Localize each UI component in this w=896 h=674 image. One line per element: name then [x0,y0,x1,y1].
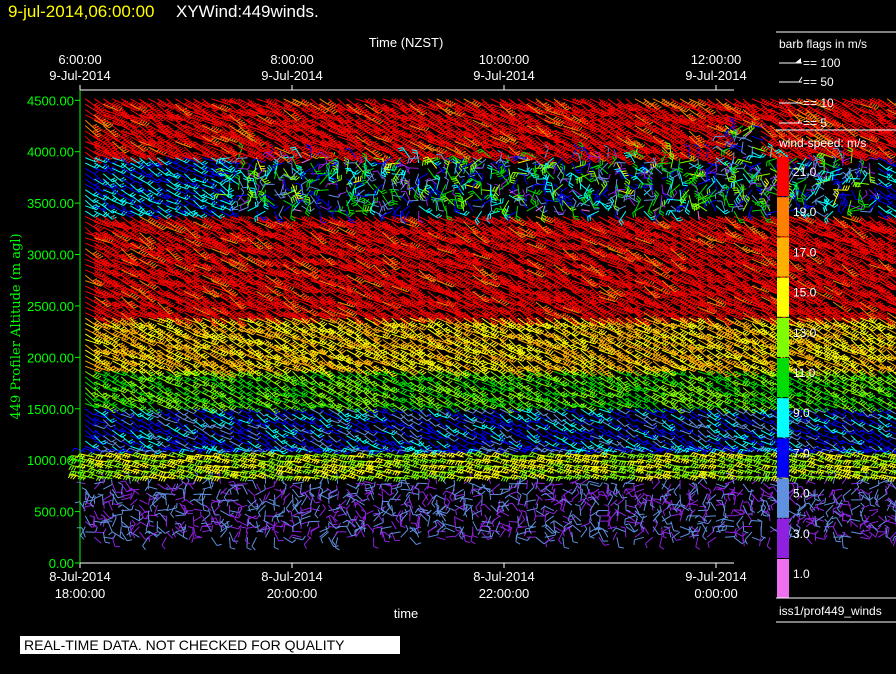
wind-barb [85,345,102,354]
wind-barb [85,222,104,231]
barb-flag [99,364,103,367]
wind-barb [85,174,98,181]
barb-flag [74,466,77,470]
barb-flag [95,528,97,533]
wind-barb [81,527,86,540]
barb-flag [72,448,75,452]
barb-shaft [94,425,104,429]
barb-shaft [85,270,101,277]
barb-flag [94,224,98,227]
barb-flag [98,226,102,229]
barb-flag [94,336,98,339]
barb-flag [97,363,101,367]
wind-barb [85,190,99,197]
barb-flag [95,214,99,217]
barb-shaft [90,495,94,504]
barb-flag [95,305,99,308]
barb-shaft [84,500,94,502]
barb-shaft [94,200,104,206]
wind-barb [85,372,101,379]
barb-flag [98,355,102,358]
barb-flag [104,529,106,533]
barb-shaft [85,168,94,174]
barb-shaft [94,511,98,519]
barb-shaft [94,521,104,523]
barb-shaft [85,190,95,197]
barb-shaft [94,174,102,182]
barb-shaft [85,174,94,181]
barb-shaft [94,532,104,533]
barb-flag [95,171,99,174]
barb-shaft [94,377,105,383]
barb-shaft [85,211,95,217]
barb-shaft [85,409,94,415]
barb-flag [93,251,97,254]
barb-shaft [94,537,101,543]
barb-shaft [76,482,85,484]
barb-shaft [94,430,103,436]
wind-barb [85,361,103,368]
barb-flag [96,225,100,228]
wind-barb [85,211,99,217]
wind-barb [76,482,85,484]
barb-flag [83,502,84,507]
barb-flag [81,536,84,540]
barb-flag [100,228,104,231]
barb-flag [93,213,97,216]
wind-barb [85,163,100,168]
barb-flag [93,373,97,376]
barb-flag [90,516,95,518]
wind-barbs [68,98,896,551]
wind-barb [94,537,101,543]
barb-flag [98,327,102,330]
barb-flag [93,192,97,195]
barb-flag [93,422,97,425]
barb-flag [75,502,80,503]
wind-barb [85,249,103,259]
wind-barb [85,528,97,533]
barb-flag [106,396,110,399]
wind-barb [85,323,101,330]
